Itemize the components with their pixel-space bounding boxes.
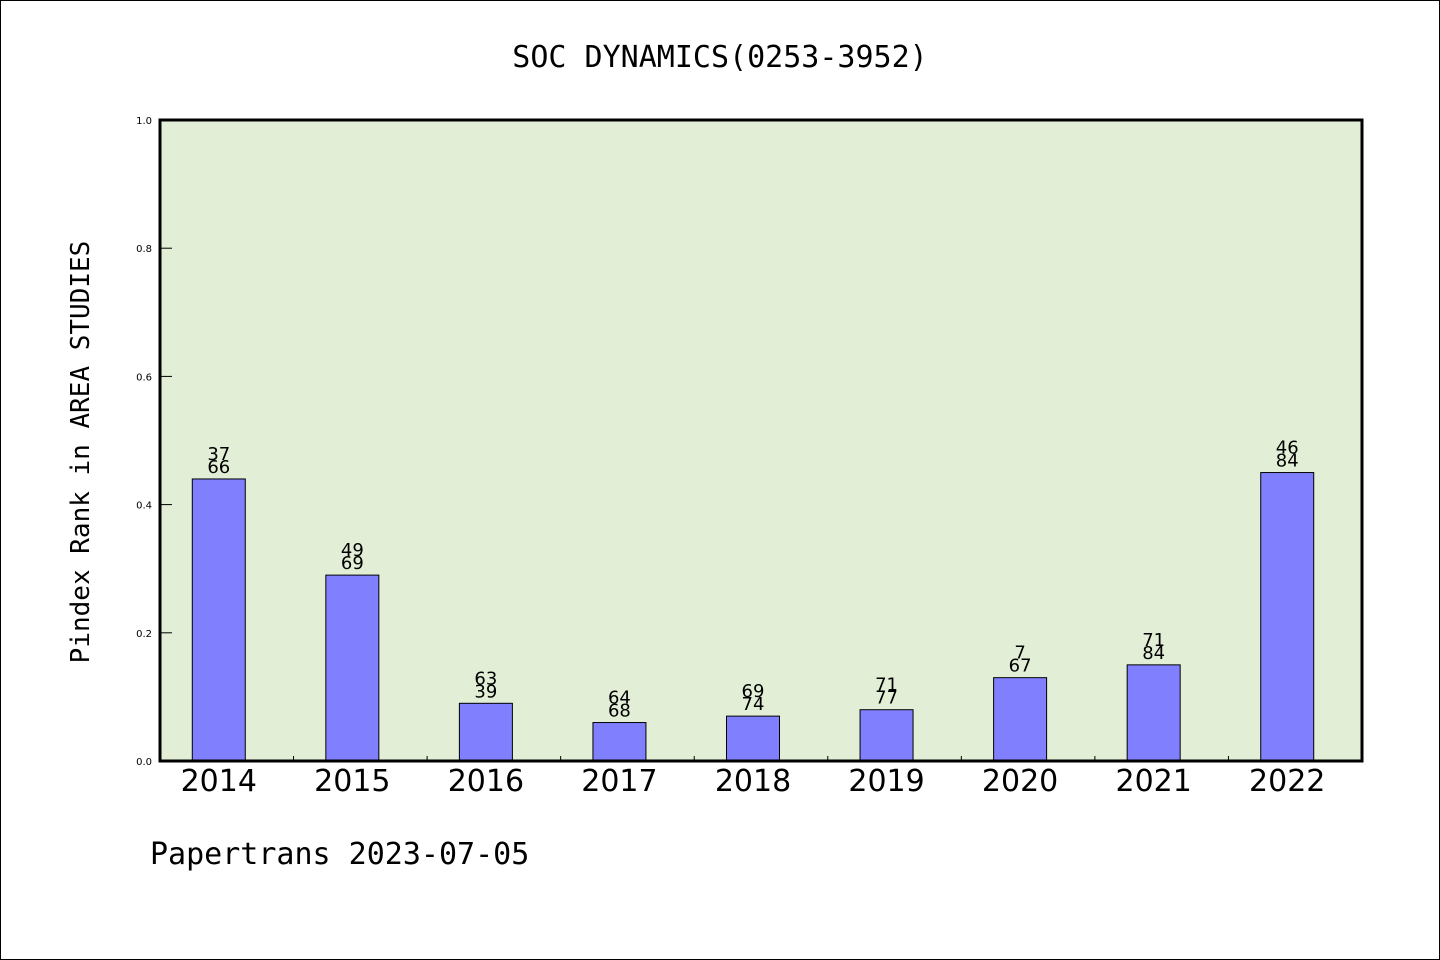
footer-credit: Papertrans 2023-07-05 [150,837,529,872]
bar-2022 [1260,472,1315,762]
bar-2014 [191,478,246,762]
bar-2015 [325,574,380,762]
y-tick-label-0.2: 0.2 [136,629,152,640]
bar-label-top-2014: 37 [207,444,230,465]
bar-label-top-2021: 71 [1142,630,1165,651]
bar-label-bottom-2019: 77 [875,688,898,709]
bars-layer [191,472,1315,762]
bar-2017 [592,722,647,762]
bar-2016 [458,702,513,762]
chart-title: SOC DYNAMICS(0253-3952) [512,40,927,75]
x-tick-label-2015: 2015 [314,764,390,799]
bar-label-top-2018: 69 [742,681,765,702]
bar-label-bottom-2018: 74 [742,694,765,715]
x-tick-label-2017: 2017 [581,764,657,799]
x-tick-label-2016: 2016 [448,764,524,799]
x-tick-label-2018: 2018 [715,764,791,799]
bar-2018 [726,715,780,762]
y-tick-label-0.8: 0.8 [136,244,152,255]
bar-label-top-2016: 63 [474,668,497,689]
x-tick-label-2020: 2020 [982,764,1058,799]
y-tick-label-0.0: 0.0 [136,757,152,768]
bar-label-bottom-2022: 84 [1276,451,1299,472]
bar-label-top-2019: 71 [875,675,898,696]
x-tick-label-2014: 2014 [181,764,257,799]
x-tick-label-2021: 2021 [1115,764,1191,799]
bar-label-top-2022: 46 [1276,438,1299,459]
bar-label-top-2015: 49 [341,540,364,561]
bar-label-bottom-2020: 67 [1009,656,1032,677]
bar-2019 [859,709,914,762]
bar-label-bottom-2021: 84 [1142,643,1165,664]
bar-label-top-2020: 7 [1014,643,1025,664]
bar-label-bottom-2015: 69 [341,553,364,574]
x-tick-label-2022: 2022 [1249,764,1325,799]
bar-2020 [993,677,1048,762]
bar-label-top-2017: 64 [608,688,631,709]
x-axis: 2014 2015 2016 2017 2018 2019 2020 2021 2022 [181,756,1325,799]
bar-label-bottom-2016: 39 [474,681,497,702]
bar-label-bottom-2014: 66 [207,457,230,478]
y-tick-label-1.0: 1.0 [136,116,152,127]
plot-frame [158,118,1364,763]
bar-label-bottom-2017: 68 [608,701,631,722]
x-tick-label-2019: 2019 [848,764,924,799]
bar-2021 [1126,664,1181,762]
y-tick-label-0.4: 0.4 [136,501,152,512]
y-tick-label-0.6: 0.6 [136,372,152,383]
y-axis-label: Pindex Rank in AREA STUDIES [66,241,96,664]
